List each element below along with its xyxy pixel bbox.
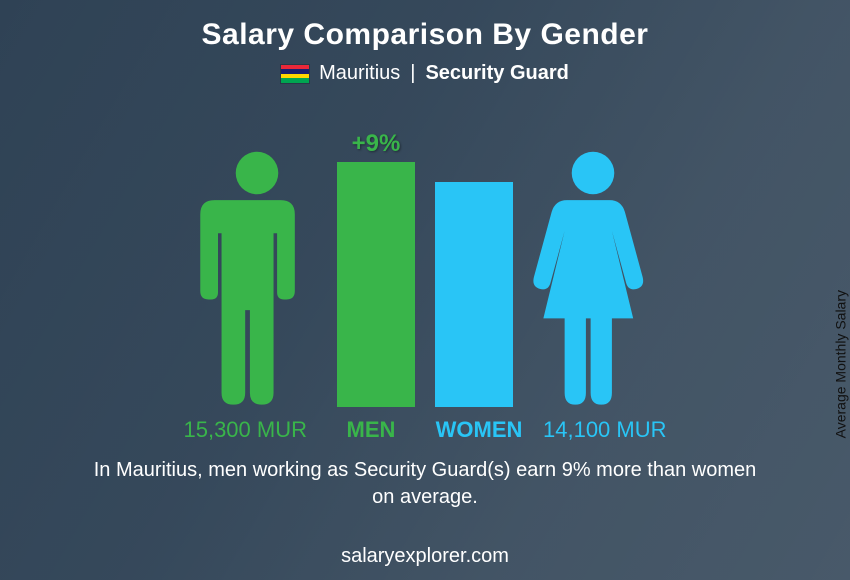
women-bar-wrap <box>435 97 513 407</box>
subtitle-row: Mauritius | Security Guard <box>281 62 569 85</box>
yaxis-label: Average Monthly Salary <box>832 290 848 438</box>
description-text: In Mauritius, men working as Security Gu… <box>85 457 765 511</box>
man-icon <box>197 147 317 407</box>
page-title: Salary Comparison By Gender <box>202 18 649 52</box>
men-bar <box>337 162 415 407</box>
flag-icon <box>281 65 309 83</box>
women-bar <box>435 182 513 407</box>
job-label: Security Guard <box>425 62 568 85</box>
pct-label: +9% <box>352 130 401 158</box>
separator: | <box>410 62 415 85</box>
chart-area: +9% <box>197 97 653 407</box>
labels-row: 15,300 MUR MEN WOMEN 14,100 MUR <box>167 417 683 443</box>
location-label: Mauritius <box>319 62 400 85</box>
women-figure <box>533 147 653 407</box>
men-figure <box>197 147 317 407</box>
flag-stripe <box>281 78 309 83</box>
footer-link[interactable]: salaryexplorer.com <box>0 545 850 568</box>
men-bar-wrap: +9% <box>337 97 415 407</box>
women-label: WOMEN <box>435 417 523 443</box>
infographic-container: Salary Comparison By Gender Mauritius | … <box>0 0 850 580</box>
women-salary: 14,100 MUR <box>543 417 683 443</box>
woman-icon <box>533 147 653 407</box>
men-label: MEN <box>327 417 415 443</box>
men-salary: 15,300 MUR <box>167 417 307 443</box>
